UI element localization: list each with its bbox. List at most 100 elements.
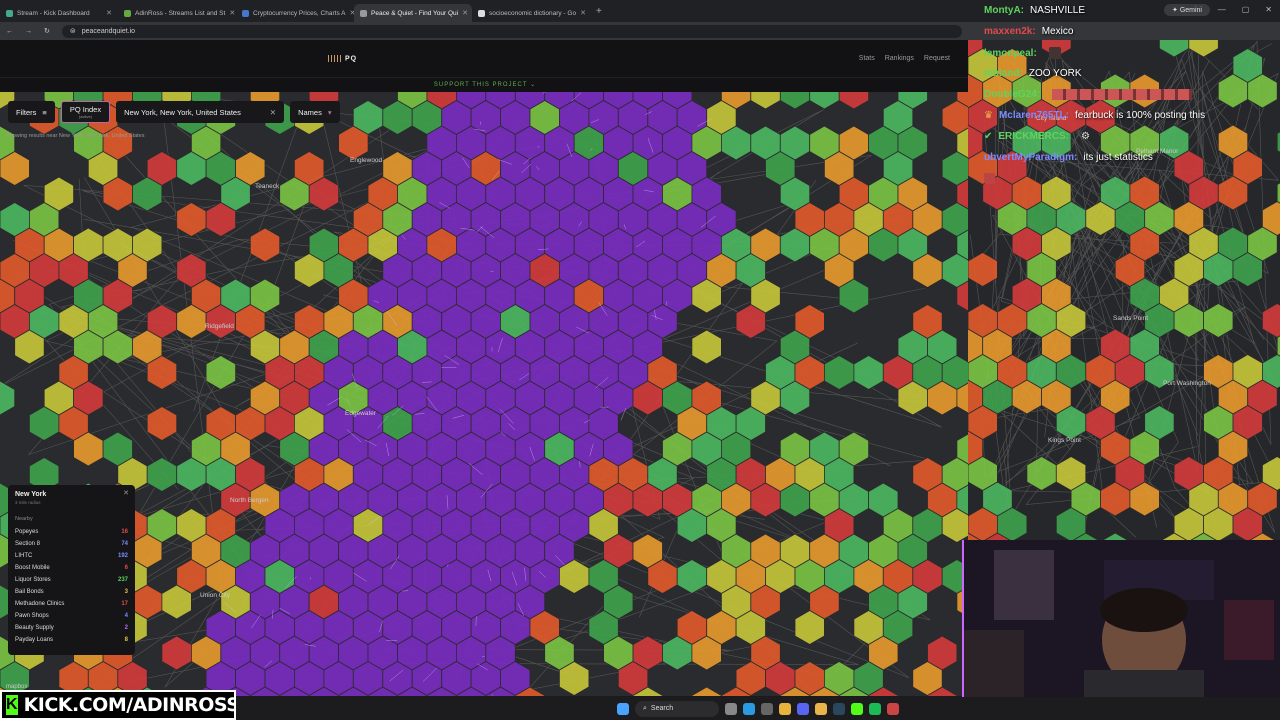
map-hex-cell[interactable] [809,686,840,696]
spotify-icon[interactable] [869,702,881,715]
map-hex-cell[interactable] [514,686,546,696]
map-hex-cell[interactable] [14,329,45,365]
map-hex-cell[interactable] [1203,303,1234,338]
map-hex-cell[interactable] [779,686,811,696]
map-hex-cell[interactable] [249,686,281,696]
map-hex-cell[interactable] [426,686,457,696]
map-hex-cell[interactable] [794,610,825,645]
map-hex-cell[interactable] [338,686,369,696]
support-banner[interactable]: SUPPORT THIS PROJECT ⌄ [0,78,970,92]
map-hex-cell[interactable] [838,92,869,110]
map-hex-cell[interactable] [809,92,840,110]
reload-icon[interactable]: ↻ [44,28,50,35]
map-hex-cell[interactable] [956,279,968,313]
taskbar-search[interactable]: ⌕ Search [635,700,719,717]
map-hex-cell[interactable] [691,635,722,671]
map-hex-cell[interactable] [1071,532,1100,540]
close-tab-icon[interactable]: ✕ [349,10,354,17]
explorer-icon[interactable] [815,702,827,715]
map-hex-cell[interactable] [205,202,237,237]
map-hex-cell[interactable] [1041,124,1072,160]
site-info-icon[interactable]: ⊜ [69,28,76,35]
close-panel-icon[interactable]: ✕ [123,490,129,497]
map-hex-cell[interactable] [1189,532,1219,540]
map-hex-cell[interactable] [176,202,207,237]
map-hex-cell[interactable] [824,355,855,390]
map-hex-cell[interactable] [0,92,16,110]
close-tab-icon[interactable]: ✕ [580,10,586,17]
map-hex-cell[interactable] [983,532,1013,540]
map-hex-cell[interactable] [485,686,516,696]
map-hex-cell[interactable] [1261,303,1280,338]
map-hex-cell[interactable] [838,278,869,314]
app-icon[interactable] [887,702,899,715]
map-hex-cell[interactable] [676,559,708,594]
map-hex-cell[interactable] [249,227,281,263]
close-tab-icon[interactable]: ✕ [462,10,468,17]
map-hex-cell[interactable] [455,686,487,696]
map-hex-cell[interactable] [750,92,781,110]
nearby-row[interactable]: Section 8 74 [15,538,128,550]
nearby-row[interactable]: Beauty Supply 2 [15,622,128,634]
obs-icon[interactable] [761,702,773,715]
map-hex-cell[interactable] [691,278,722,314]
chrome-icon[interactable] [779,702,791,715]
location-search[interactable]: New York, New York, United States ✕ [116,101,285,123]
map-hex-cell[interactable] [161,635,192,671]
map-hex-cell[interactable] [927,686,958,696]
names-dropdown[interactable]: Names ▾ [290,101,340,123]
map-hex-cell[interactable] [0,151,30,186]
map-hex-cell[interactable] [1247,73,1278,109]
minimize-icon[interactable]: — [1217,5,1226,14]
browser-tab[interactable]: socioeconomic dictionary - Go ✕ [472,4,590,22]
new-tab-button[interactable]: + [596,5,602,17]
map-hex-cell[interactable] [132,176,163,212]
browser-tab[interactable]: AdinRoss - Streams List and St ✕ [118,4,236,22]
filters-button[interactable]: Filters ≡ [8,101,55,123]
map-hex-cell[interactable] [941,151,968,186]
browser-tab[interactable]: Stream - Kick Dashboard ✕ [0,4,118,22]
map-hex-cell[interactable] [1129,481,1160,517]
close-tab-icon[interactable]: ✕ [106,10,112,17]
nearby-row[interactable]: Popeyes 16 [15,526,128,538]
nearby-row[interactable]: Bail Bonds 3 [15,586,128,598]
map-hex-cell[interactable] [941,559,968,594]
map-hex-cell[interactable] [28,457,60,492]
maximize-icon[interactable]: ▢ [1241,5,1250,14]
back-icon[interactable]: ← [6,27,13,35]
close-window-icon[interactable]: ✕ [1265,5,1272,14]
steam-icon[interactable] [833,702,845,715]
map-hex-cell[interactable] [0,661,30,696]
map-hex-cell[interactable] [691,686,722,696]
map-hex-cell[interactable] [279,686,310,696]
discord-icon[interactable] [797,702,809,715]
map-hex-cell[interactable] [1276,125,1280,159]
map-hex-cell[interactable] [838,686,869,696]
close-tab-icon[interactable]: ✕ [229,10,236,17]
map-hex-cell[interactable] [721,686,752,696]
kick-app-icon[interactable] [851,702,863,715]
map-hex-cell[interactable] [868,686,899,696]
edge-icon[interactable] [743,702,755,715]
url-field[interactable]: ⊜ peaceandquiet.io [61,24,962,38]
map-hex-cell[interactable] [1248,532,1278,540]
map-hex-cell[interactable] [779,380,811,416]
gemini-button[interactable]: ✦ Gemini [1164,4,1210,16]
nav-stats[interactable]: Stats [858,55,875,62]
map-canvas[interactable]: Englewood Teaneck Ridgefield Edgewater Union… [0,92,968,696]
map-hex-cell[interactable] [308,176,340,212]
map-hex-cell[interactable] [146,457,178,492]
windows-start-icon[interactable] [617,702,629,715]
browser-tab[interactable]: Cryptocurrency Prices, Charts A ✕ [236,4,354,22]
map-hex-cell[interactable] [1217,175,1249,211]
hex-map-east[interactable]: Sands Point Kings Point Port Washington Pel… [968,40,1280,540]
map-hex-cell[interactable] [146,406,178,441]
map-hex-cell[interactable] [941,202,968,237]
map-hex-cell[interactable] [1159,532,1188,540]
map-hex-cell[interactable] [1188,40,1219,58]
nearby-row[interactable]: Boost Mobile 6 [15,562,128,574]
map-hex-cell[interactable] [1232,252,1263,287]
map-hex-cell[interactable] [0,380,16,416]
map-hex-cell[interactable] [1101,532,1130,540]
map-hex-cell[interactable] [941,100,968,135]
